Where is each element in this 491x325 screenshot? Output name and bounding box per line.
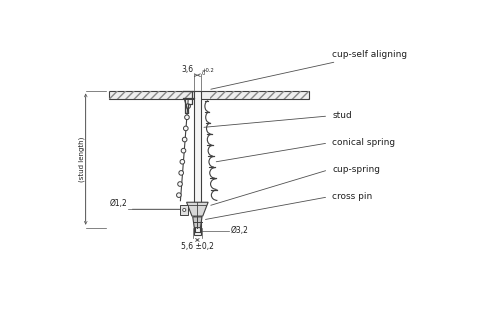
Bar: [109, 91, 309, 99]
Circle shape: [183, 208, 186, 212]
Bar: [180, 205, 188, 214]
Text: +0.2: +0.2: [202, 68, 215, 73]
Text: 5,6 ±0,2: 5,6 ±0,2: [181, 242, 214, 251]
Text: cup-self aligning: cup-self aligning: [211, 50, 407, 89]
Text: 3,6: 3,6: [181, 65, 193, 74]
Text: Ø3,2: Ø3,2: [230, 226, 248, 235]
Bar: [210, 91, 309, 99]
Circle shape: [182, 137, 187, 142]
Circle shape: [185, 115, 189, 120]
Text: (stud length): (stud length): [79, 136, 85, 182]
Text: cross pin: cross pin: [332, 192, 372, 202]
Text: 0: 0: [202, 71, 205, 76]
Circle shape: [184, 126, 188, 131]
Text: cup-spring: cup-spring: [332, 165, 380, 175]
Circle shape: [180, 160, 185, 164]
Bar: [194, 91, 201, 235]
Circle shape: [179, 171, 184, 175]
Bar: [109, 91, 193, 99]
Circle shape: [178, 182, 182, 186]
Text: conical spring: conical spring: [332, 138, 395, 148]
Text: Ø1,2: Ø1,2: [109, 200, 127, 208]
Polygon shape: [187, 202, 208, 216]
Circle shape: [177, 193, 181, 198]
Circle shape: [186, 104, 191, 109]
Polygon shape: [193, 217, 202, 227]
Text: stud: stud: [332, 111, 352, 121]
Circle shape: [181, 148, 186, 153]
